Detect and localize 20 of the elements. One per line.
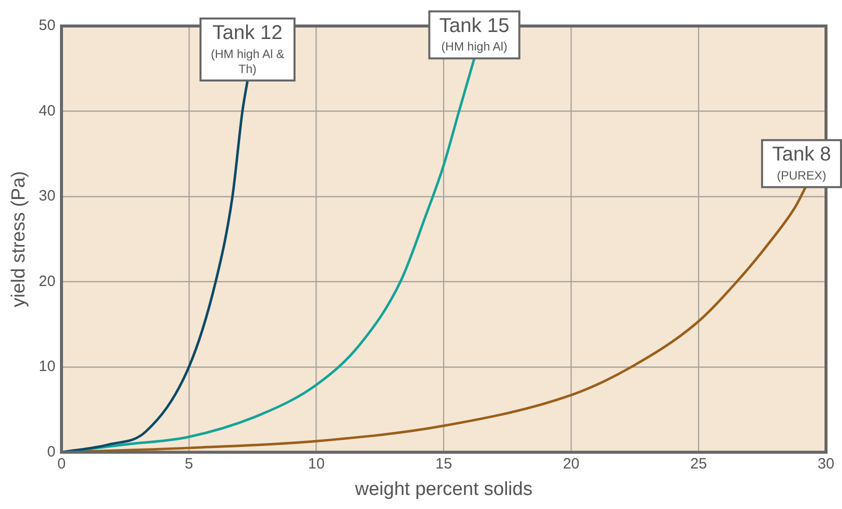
y-tick-label: 0 [47, 443, 56, 460]
x-tick-label: 20 [562, 455, 580, 472]
y-tick-label: 10 [38, 358, 56, 376]
y-axis-title: yield stress (Pa) [8, 171, 30, 308]
annotation: (HM high Al & Th) [210, 46, 284, 76]
x-tick-label: 25 [690, 455, 707, 472]
x-axis-title: weight percent solids [354, 478, 532, 500]
series-label: Tank 15 [439, 14, 510, 37]
x-tick-label: 15 [435, 455, 452, 472]
x-tick-label: 5 [184, 455, 194, 472]
series-label: Tank 8 [772, 144, 832, 166]
y-tick-label: 30 [38, 188, 56, 205]
x-tick-label: 30 [818, 455, 834, 472]
y-tick-label: 40 [38, 102, 56, 120]
text: Tank 12 [212, 22, 283, 44]
annotation: (PUREX) [776, 168, 826, 182]
y-tick-label: 20 [38, 272, 56, 290]
y-tick-label: 50 [38, 17, 56, 34]
x-tick-label: 10 [308, 455, 325, 472]
annotation: (HM high Al) [441, 40, 508, 54]
